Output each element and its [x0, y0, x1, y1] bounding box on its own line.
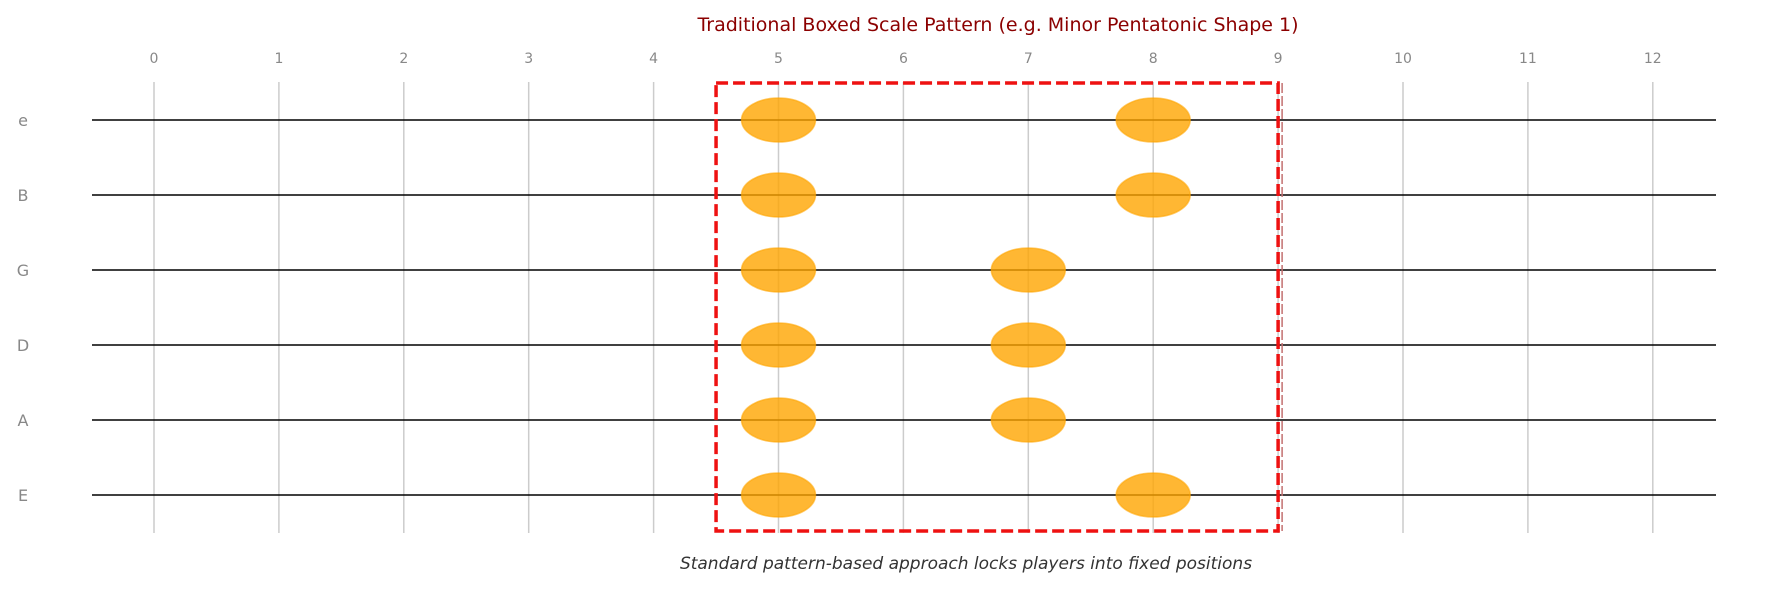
string-label-A: A: [18, 411, 29, 430]
note-E-fret-8: [1115, 472, 1191, 518]
fret-lines: [153, 82, 1654, 533]
scale-notes: [740, 97, 1191, 518]
string-label-D: D: [17, 336, 29, 355]
string-label-e: e: [18, 111, 28, 130]
note-B-fret-8: [1115, 172, 1191, 218]
note-B-fret-5: [740, 172, 817, 218]
fret-label-3: 3: [524, 51, 533, 67]
fret-labels: 0 1 2 3 4 5 6 7 8 9 10 11 12: [150, 51, 1662, 67]
string-label-B: B: [18, 186, 29, 205]
fret-label-9: 9: [1274, 51, 1283, 67]
fret-label-12: 12: [1644, 51, 1662, 67]
fret-label-7: 7: [1024, 51, 1033, 67]
fret-label-8: 8: [1149, 51, 1158, 67]
note-A-fret-7: [990, 397, 1067, 443]
note-e-fret-8: [1115, 97, 1191, 143]
pattern-box: [714, 81, 1283, 533]
fret-label-0: 0: [150, 51, 159, 67]
note-G-fret-5: [740, 247, 817, 293]
note-e-fret-5: [740, 97, 817, 143]
fret-label-4: 4: [649, 51, 658, 67]
note-G-fret-7: [990, 247, 1067, 293]
fret-label-5: 5: [774, 51, 783, 67]
note-A-fret-5: [740, 397, 817, 443]
string-label-E: E: [18, 486, 28, 505]
note-D-fret-7: [990, 322, 1067, 368]
fret-label-11: 11: [1519, 51, 1537, 67]
fret-label-6: 6: [899, 51, 908, 67]
string-labels: e B G D A E: [17, 111, 29, 505]
diagram-caption: Standard pattern-based approach locks pl…: [680, 554, 1252, 574]
fret-label-1: 1: [274, 51, 283, 67]
note-E-fret-5: [740, 472, 817, 518]
string-label-G: G: [17, 261, 29, 280]
diagram-title: Traditional Boxed Scale Pattern (e.g. Mi…: [696, 14, 1298, 36]
pattern-box-outline: [714, 81, 1280, 533]
fret-label-2: 2: [399, 51, 408, 67]
string-lines: [92, 119, 1716, 496]
fret-label-10: 10: [1394, 51, 1412, 67]
note-D-fret-5: [740, 322, 817, 368]
